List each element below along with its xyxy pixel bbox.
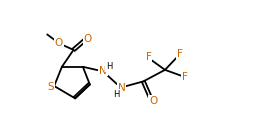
Text: H: H [106, 62, 113, 71]
Text: N: N [99, 66, 107, 76]
Text: N: N [118, 83, 126, 93]
Text: S: S [48, 82, 54, 92]
Text: O: O [55, 38, 63, 48]
Text: O: O [149, 96, 157, 106]
Text: F: F [146, 52, 152, 62]
Text: F: F [182, 72, 188, 82]
Text: F: F [177, 49, 183, 59]
Text: O: O [83, 34, 92, 44]
Text: H: H [113, 90, 119, 99]
